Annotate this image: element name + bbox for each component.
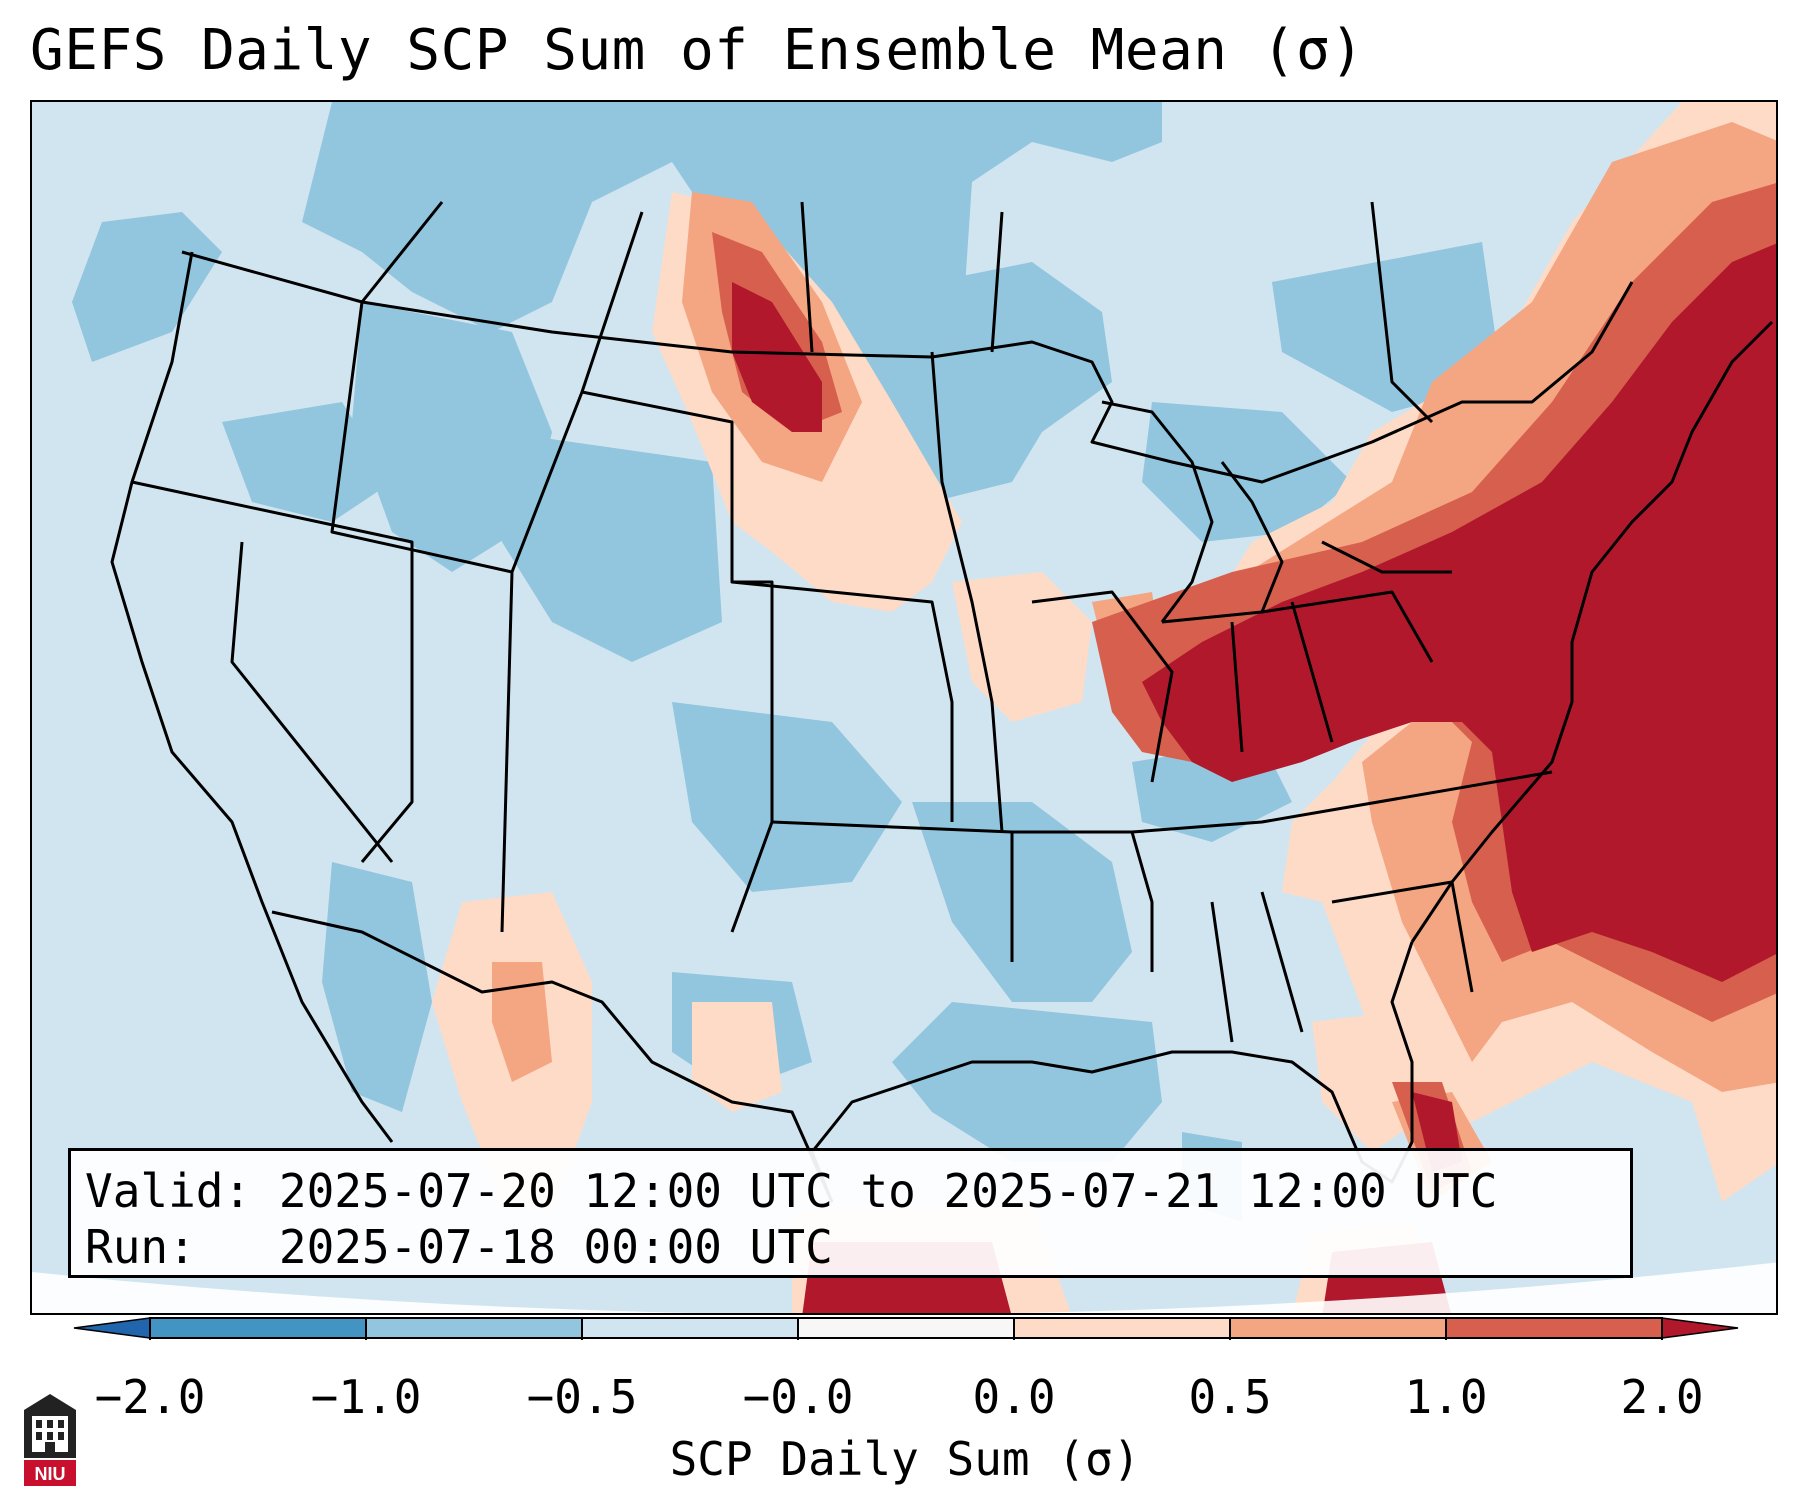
colorbar-bin-4	[798, 1318, 1014, 1338]
colorbar-bin-5	[1014, 1318, 1230, 1338]
run-label: Run:	[85, 1220, 196, 1274]
colorbar-tick: 1.0	[1404, 1370, 1488, 1424]
colorbar-label: SCP Daily Sum (σ)	[669, 1432, 1141, 1486]
colorbar-bin-7	[1446, 1318, 1662, 1338]
logo-text: NIU	[35, 1464, 66, 1484]
colorbar-tick: −0.0	[742, 1370, 854, 1424]
colorbar-bin-6	[1230, 1318, 1446, 1338]
valid-label: Valid:	[85, 1164, 252, 1218]
colorbar-tick: 0.0	[972, 1370, 1056, 1424]
valid-run-info-box: Valid: 2025-07-20 12:00 UTC to 2025-07-2…	[68, 1148, 1633, 1278]
colorbar-bin-2	[366, 1318, 582, 1338]
boundaries	[110, 201, 1774, 1203]
run-value: 2025-07-18 00:00 UTC	[278, 1220, 833, 1274]
colorbar-tick: 2.0	[1620, 1370, 1704, 1424]
colorbar-tick: −2.0	[94, 1370, 206, 1424]
colorbar-under-arrow	[73, 1317, 151, 1339]
colorbar-bin-3	[582, 1318, 798, 1338]
map-panel[interactable]	[30, 100, 1778, 1315]
university-seal-icon: NIU	[24, 1394, 76, 1486]
valid-value: 2025-07-20 12:00 UTC to 2025-07-21 12:00…	[278, 1164, 1498, 1218]
colorbar	[73, 1317, 1739, 1340]
colorbar-tick: 0.5	[1188, 1370, 1272, 1424]
colorbar-tick: −0.5	[526, 1370, 638, 1424]
colorbar-tick: −1.0	[310, 1370, 422, 1424]
colorbar-over-arrow	[1661, 1317, 1739, 1339]
map-title: GEFS Daily SCP Sum of Ensemble Mean (σ)	[30, 18, 1365, 83]
colorbar-bin-1	[150, 1318, 366, 1338]
scp-field	[32, 102, 1776, 1313]
